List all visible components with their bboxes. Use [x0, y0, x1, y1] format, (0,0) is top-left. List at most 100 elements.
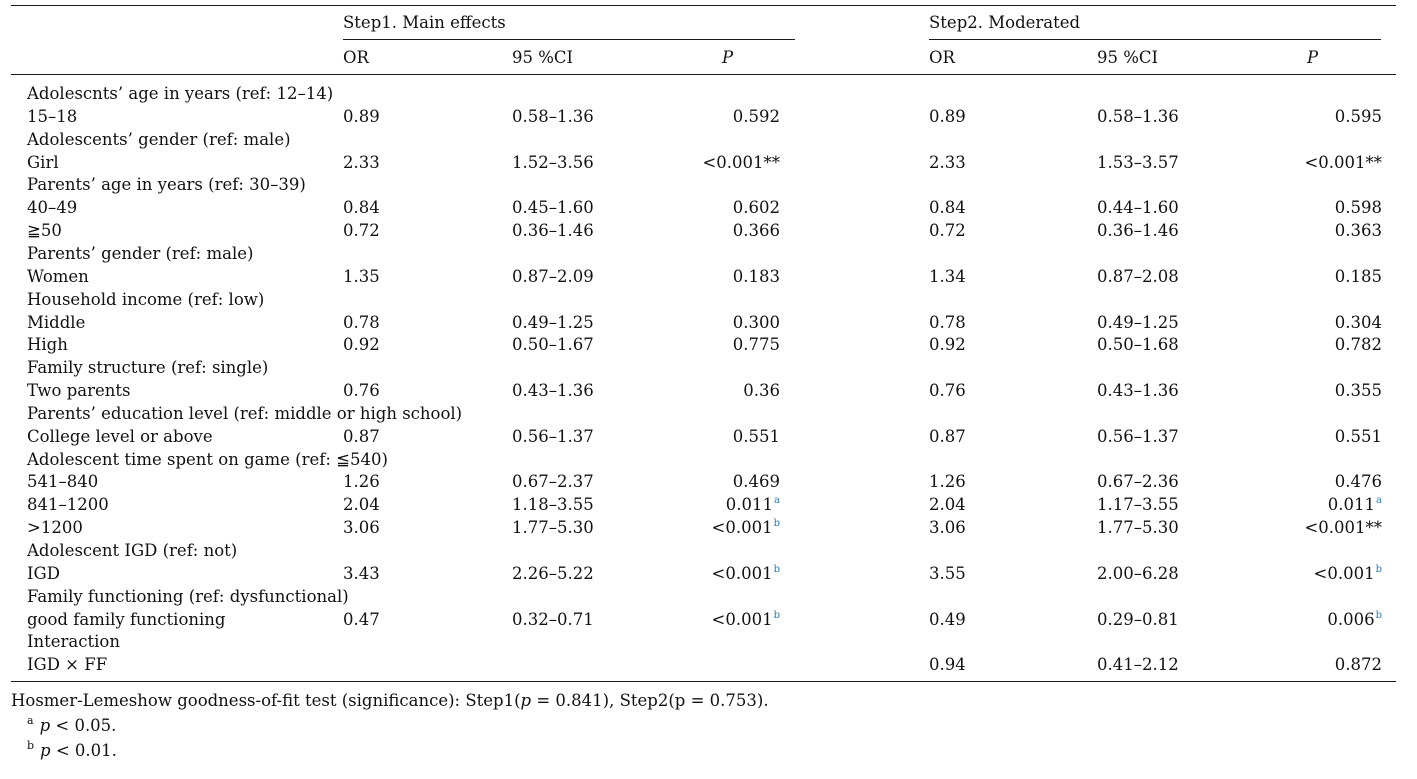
step2-header: Step2. Moderated: [929, 13, 1081, 32]
step2-p-value: 0.304: [1334, 313, 1382, 332]
step1-p-value: 0.36: [743, 381, 780, 400]
step2-or-cell: 3.55: [929, 564, 966, 583]
hosmer-footnote-pre: Hosmer-Lemeshow goodness-of-fit test (si…: [11, 691, 521, 710]
step1-ci-cell: 0.45–1.60: [512, 198, 594, 217]
step1-p-footnote-mark: b: [773, 518, 780, 529]
step1-ci-cell: 0.36–1.46: [512, 221, 594, 240]
step1-ci-cell: 0.43–1.36: [512, 381, 594, 400]
step2-p-cell: 0.595: [1335, 107, 1382, 127]
step2-ci-cell: 1.17–3.55: [1097, 495, 1179, 514]
variable-group-label: Parents’ age in years (ref: 30–39): [27, 175, 306, 194]
step1-or-header: OR: [343, 48, 369, 67]
step1-p-value: <0.001: [711, 610, 773, 629]
step1-ci-header: 95 %CI: [512, 48, 574, 67]
step1-p-cell: 0.775: [733, 335, 780, 355]
step1-ci-cell: 0.67–2.37: [512, 472, 594, 491]
step2-p-cell: <0.001b: [1314, 564, 1382, 587]
step2-ci-cell: 0.50–1.68: [1097, 335, 1179, 354]
step1-ci-cell: 0.49–1.25: [512, 313, 594, 332]
step1-p-cell: <0.001b: [712, 564, 780, 587]
footnote-b-var: p: [40, 741, 51, 760]
step2-ci-cell: 0.36–1.46: [1097, 221, 1179, 240]
step2-ci-cell: 0.67–2.36: [1097, 472, 1179, 491]
step2-or-header: OR: [929, 48, 955, 67]
step2-p-value: 0.006: [1327, 610, 1375, 629]
step1-or-cell: 0.92: [343, 335, 380, 354]
step2-p-value: 0.598: [1334, 198, 1382, 217]
step1-or-cell: 3.43: [343, 564, 380, 583]
step2-or-cell: 0.87: [929, 427, 966, 446]
step2-p-value: 0.872: [1334, 655, 1382, 674]
step1-p-cell: 0.551: [733, 427, 780, 447]
step1-p-cell: <0.001b: [712, 518, 780, 541]
step1-p-value: 0.300: [732, 313, 780, 332]
step1-p-value: <0.001: [711, 564, 773, 583]
step1-or-cell: 0.87: [343, 427, 380, 446]
step2-p-value: 0.476: [1334, 472, 1382, 491]
step1-p-footnote-mark: a: [774, 495, 780, 506]
variable-group-label: Family functioning (ref: dysfunctional): [27, 587, 349, 606]
variable-group-label: Adolescnts’ age in years (ref: 12–14): [27, 84, 334, 103]
footnote-b-mark: b: [27, 739, 35, 752]
step1-p-cell: 0.469: [733, 472, 780, 492]
step2-p-value: <0.001**: [1304, 153, 1382, 172]
step1-ci-cell: 1.77–5.30: [512, 518, 594, 537]
step1-or-cell: 0.89: [343, 107, 380, 126]
step2-ci-header: 95 %CI: [1097, 48, 1159, 67]
footnote-a-mark: a: [27, 714, 34, 727]
row-label: High: [27, 335, 68, 354]
step1-ci-cell: 1.52–3.56: [512, 153, 594, 172]
step2-or-cell: 0.92: [929, 335, 966, 354]
row-label: Two parents: [27, 381, 131, 400]
step2-p-footnote-mark: a: [1376, 495, 1382, 506]
step1-or-cell: 1.35: [343, 267, 380, 286]
step2-underline: [929, 39, 1381, 40]
step2-ci-cell: 0.41–2.12: [1097, 655, 1179, 674]
step1-p-value: 0.551: [732, 427, 780, 446]
step1-p-cell: 0.300: [733, 313, 780, 333]
step2-or-cell: 0.84: [929, 198, 966, 217]
step1-or-cell: 0.78: [343, 313, 380, 332]
step2-or-cell: 0.78: [929, 313, 966, 332]
step2-p-cell: <0.001**: [1304, 518, 1382, 538]
step1-ci-cell: 0.58–1.36: [512, 107, 594, 126]
row-label: Women: [27, 267, 89, 286]
step1-p-cell: 0.183: [733, 267, 780, 287]
step1-p-value: <0.001: [711, 518, 773, 537]
step2-ci-cell: 1.77–5.30: [1097, 518, 1179, 537]
step2-p-value: 0.355: [1334, 381, 1382, 400]
bottom-rule: [11, 681, 1396, 682]
step1-p-cell: <0.001b: [712, 610, 780, 633]
row-label: good family functioning: [27, 610, 226, 629]
variable-group-label: Family structure (ref: single): [27, 358, 269, 377]
step2-ci-cell: 2.00–6.28: [1097, 564, 1179, 583]
row-label: 841–1200: [27, 495, 109, 514]
row-label: 15–18: [27, 107, 78, 126]
step1-p-cell: 0.592: [733, 107, 780, 127]
step2-p-cell: 0.011a: [1328, 495, 1382, 518]
hosmer-footnote-rest: = 0.841), Step2(p = 0.753).: [531, 691, 769, 710]
step1-p-value: 0.183: [732, 267, 780, 286]
step1-or-cell: 0.84: [343, 198, 380, 217]
step2-p-value: 0.782: [1334, 335, 1382, 354]
step2-ci-cell: 0.58–1.36: [1097, 107, 1179, 126]
step1-or-cell: 2.33: [343, 153, 380, 172]
row-label: Girl: [27, 153, 59, 172]
step2-p-cell: 0.598: [1335, 198, 1382, 218]
step2-p-cell: 0.476: [1335, 472, 1382, 492]
row-label: 541–840: [27, 472, 99, 491]
step1-p-cell: <0.001**: [702, 153, 780, 173]
step1-ci-cell: 2.26–5.22: [512, 564, 594, 583]
step1-p-cell: 0.366: [733, 221, 780, 241]
step2-p-value: 0.551: [1334, 427, 1382, 446]
step2-or-cell: 2.33: [929, 153, 966, 172]
step1-p-cell: 0.602: [733, 198, 780, 218]
variable-group-label: Adolescents’ gender (ref: male): [27, 130, 291, 149]
step1-p-cell: 0.011a: [726, 495, 780, 518]
step2-ci-cell: 1.53–3.57: [1097, 153, 1179, 172]
step1-p-header: P: [722, 48, 734, 67]
step1-or-cell: 0.47: [343, 610, 380, 629]
step2-or-cell: 0.94: [929, 655, 966, 674]
step1-p-footnote-mark: b: [773, 564, 780, 575]
